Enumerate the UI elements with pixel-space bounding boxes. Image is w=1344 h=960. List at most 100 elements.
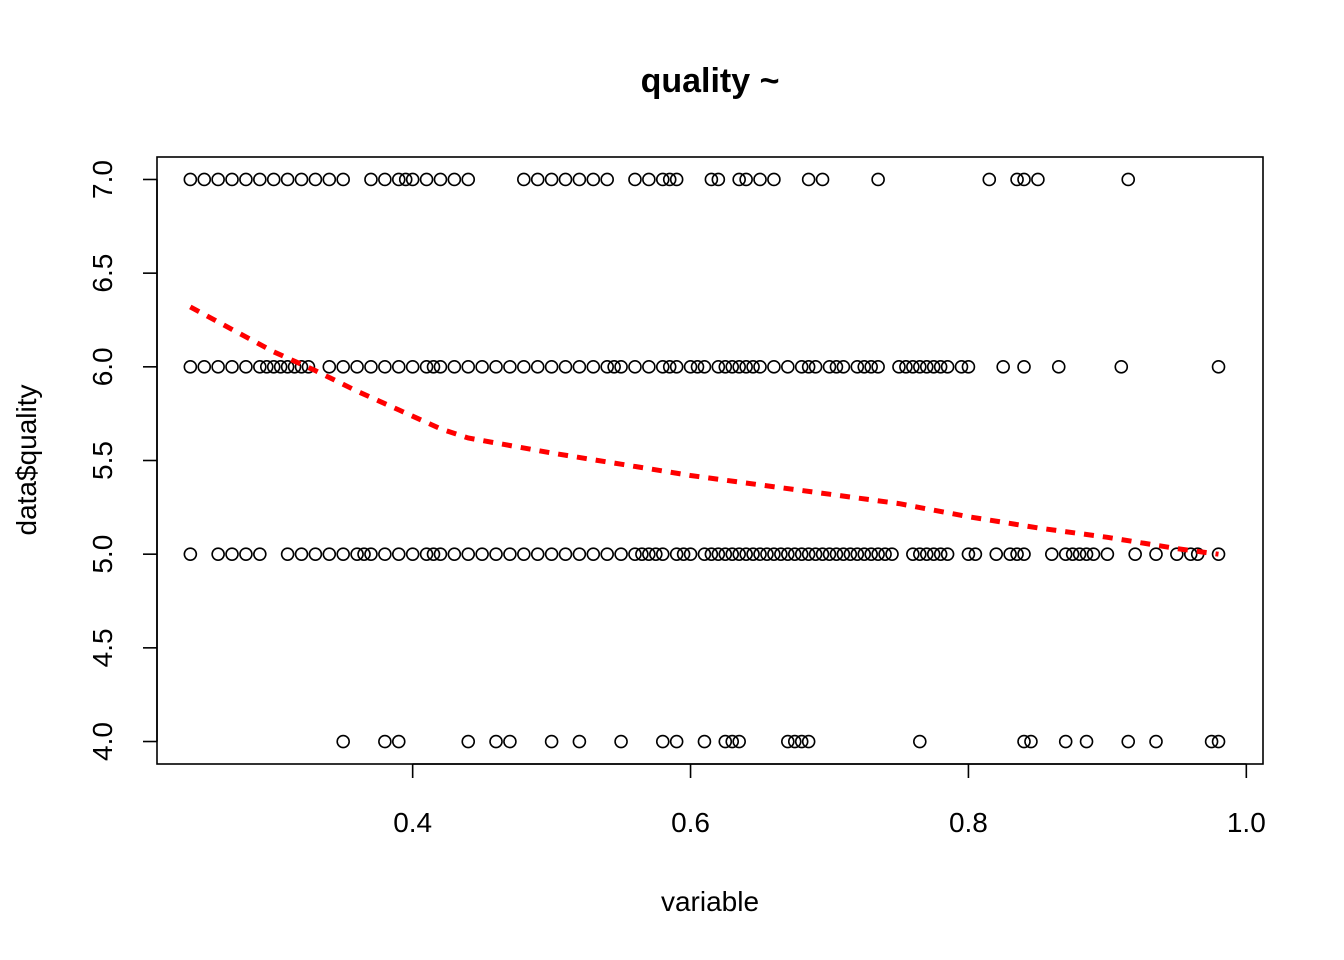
data-point [586,172,601,187]
data-point [322,547,337,561]
data-point [405,360,420,374]
data-point [426,547,441,561]
data-point [822,360,837,374]
data-point [662,360,677,374]
data-point [336,734,350,749]
data-point [794,547,809,561]
data-point [1183,547,1198,561]
data-point [322,172,337,187]
data-point [781,547,795,561]
data-point [544,734,559,749]
data-points [183,172,1226,749]
data-point [239,172,253,187]
data-point [1010,547,1024,561]
data-point [391,172,406,187]
data-point [760,547,774,561]
data-point [718,734,733,749]
data-point [586,360,601,374]
data-point [558,360,573,374]
data-point [913,547,927,561]
data-point [801,734,816,749]
data-point [364,172,378,187]
data-point [794,734,809,749]
data-point [405,547,420,561]
data-point [815,547,830,561]
data-point [815,172,830,187]
data-point [781,734,795,749]
data-point [398,172,413,187]
data-point [933,360,948,374]
data-point [378,734,392,749]
data-point [899,360,913,374]
data-point [808,547,823,561]
data-point [607,360,621,374]
data-point [1051,360,1066,374]
data-point [378,360,392,374]
data-point [628,547,642,561]
data-point [871,360,885,374]
data-point [405,172,420,187]
data-point [732,734,746,749]
data-point [704,172,719,187]
y-tick-label: 5.5 [87,441,118,480]
data-point [635,547,649,561]
data-point [885,547,899,561]
data-point [419,547,434,561]
data-point [322,360,337,374]
data-point [503,734,517,749]
data-point [718,547,733,561]
data-point [628,172,642,187]
data-point [614,547,628,561]
data-point [787,547,802,561]
data-point [642,547,656,561]
data-point [336,547,350,561]
data-point [871,172,885,187]
data-point [273,360,288,374]
data-point [669,172,684,187]
data-point [996,360,1010,374]
y-axis: 4.0 4.5 5.0 5.5 6.0 6.5 7.0 [87,160,158,761]
data-point [433,360,448,374]
data-point [801,172,816,187]
data-point [1058,734,1073,749]
data-point [725,547,740,561]
data-point [336,172,350,187]
data-point [801,360,816,374]
data-point [475,360,489,374]
data-point [1017,172,1031,187]
data-point [1072,547,1087,561]
data-point [753,547,767,561]
data-point [183,360,198,374]
data-point [600,547,614,561]
data-point [211,360,225,374]
data-point [1121,734,1136,749]
data-point [211,547,225,561]
data-point [357,547,371,561]
data-point [391,734,406,749]
data-point [919,360,934,374]
data-point [1170,547,1184,561]
x-axis: 0.4 0.6 0.8 1.0 [393,763,1266,838]
data-point [746,360,760,374]
data-point [878,547,892,561]
data-point [461,360,476,374]
y-tick-label: 7.0 [87,160,118,199]
data-point [294,360,309,374]
data-point [753,172,767,187]
data-point [767,547,781,561]
data-point [600,172,614,187]
y-tick-label: 6.5 [87,254,118,293]
data-point [461,734,476,749]
data-point [739,360,753,374]
data-point [211,172,225,187]
data-point [586,547,601,561]
data-point [787,734,802,749]
data-point [822,547,837,561]
data-point [419,360,434,374]
data-point [655,547,670,561]
data-point [1010,172,1024,187]
data-point [1211,547,1226,561]
data-point [711,172,726,187]
y-tick-label: 5.0 [87,535,118,574]
data-point [253,547,267,561]
